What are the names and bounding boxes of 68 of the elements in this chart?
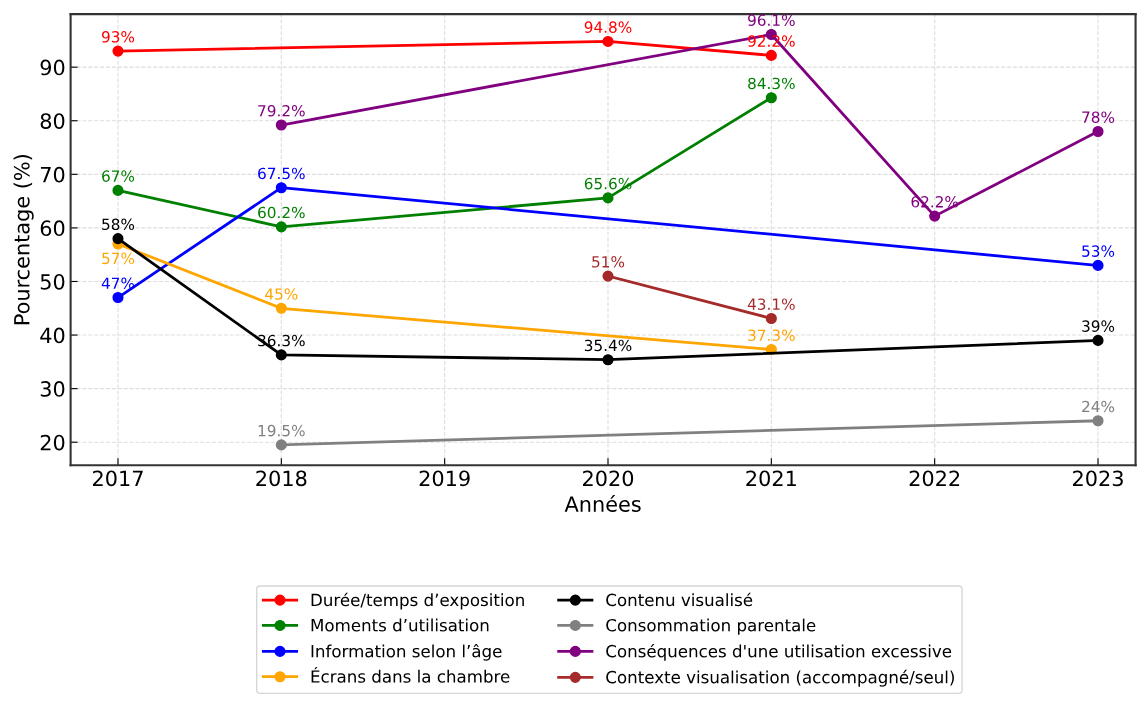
point bbox=[275, 182, 287, 194]
y-tick-label: 60 bbox=[40, 220, 65, 237]
legend-label: Contenu visualisé bbox=[606, 592, 753, 607]
point bbox=[929, 210, 941, 222]
data-label: 65.6% bbox=[584, 177, 632, 190]
point bbox=[602, 354, 614, 366]
data-label: 94.8% bbox=[584, 21, 632, 33]
data-label: 60.2% bbox=[258, 206, 305, 219]
x-tick-label: 2023 bbox=[1073, 470, 1123, 487]
point bbox=[1092, 415, 1104, 427]
data-label: 78% bbox=[1082, 111, 1115, 123]
legend-label: Moments d’utilisation bbox=[311, 618, 489, 632]
point bbox=[602, 35, 614, 48]
point bbox=[765, 92, 777, 104]
y-tick-label: 20 bbox=[40, 434, 65, 451]
point bbox=[275, 439, 287, 451]
point bbox=[765, 49, 777, 61]
x-tick-label: 2018 bbox=[256, 470, 307, 487]
data-label: 53% bbox=[1082, 245, 1115, 257]
x-tick-label: 2017 bbox=[93, 470, 143, 487]
legend-label: Durée/temps d’exposition bbox=[311, 592, 524, 610]
point bbox=[112, 184, 124, 196]
data-label: 43.1% bbox=[747, 298, 795, 310]
data-label: 37.3% bbox=[748, 329, 795, 342]
y-tick-label: 80 bbox=[40, 113, 65, 129]
point bbox=[1092, 125, 1104, 138]
data-label: 58% bbox=[102, 218, 135, 231]
point bbox=[112, 45, 124, 57]
point bbox=[275, 349, 287, 361]
point bbox=[275, 302, 287, 314]
legend-label: Information selon l’âge bbox=[311, 643, 502, 661]
data-label: 79.2% bbox=[258, 104, 305, 117]
x-tick-label: 2020 bbox=[583, 470, 634, 487]
data-label: 67.5% bbox=[258, 167, 305, 180]
point bbox=[1092, 334, 1104, 346]
point bbox=[765, 312, 777, 325]
point bbox=[275, 221, 287, 233]
point bbox=[602, 270, 614, 282]
x-tick-label: 2021 bbox=[746, 470, 796, 487]
y-tick-label: 70 bbox=[40, 166, 65, 183]
data-label: 93% bbox=[101, 31, 135, 43]
y-tick-label: 30 bbox=[40, 381, 65, 397]
point bbox=[275, 119, 287, 131]
point bbox=[1092, 259, 1104, 271]
data-label: 35.4% bbox=[584, 339, 632, 352]
data-label: 51% bbox=[592, 256, 625, 268]
data-label: 67% bbox=[102, 170, 135, 182]
x-axis-title: Années bbox=[564, 495, 641, 512]
y-tick-label: 40 bbox=[40, 327, 65, 344]
legend-label: Consommation parentale bbox=[606, 618, 816, 635]
legend-label: Contexte visualisation (accompagné/seul) bbox=[606, 669, 954, 687]
x-tick-label: 2019 bbox=[419, 470, 470, 487]
data-label: 39% bbox=[1082, 320, 1115, 332]
y-tick-label: 90 bbox=[40, 59, 65, 76]
y-axis-title: Pourcentage (%) bbox=[13, 154, 34, 325]
point bbox=[112, 233, 124, 245]
y-tick-label: 50 bbox=[40, 273, 65, 290]
legend-label: Écrans dans la chambre bbox=[311, 667, 510, 683]
x-tick-label: 2022 bbox=[909, 470, 960, 487]
data-label: 24% bbox=[1082, 400, 1115, 413]
data-label: 45% bbox=[265, 288, 298, 300]
legend-label: Conséquences d'une utilisation excessive bbox=[606, 643, 952, 661]
data-label: 84.3% bbox=[748, 77, 795, 90]
data-label: 19.5% bbox=[258, 424, 305, 437]
point bbox=[602, 192, 614, 204]
point bbox=[112, 291, 124, 304]
data-label: 96.1% bbox=[748, 14, 795, 26]
data-label: 57% bbox=[102, 252, 135, 265]
